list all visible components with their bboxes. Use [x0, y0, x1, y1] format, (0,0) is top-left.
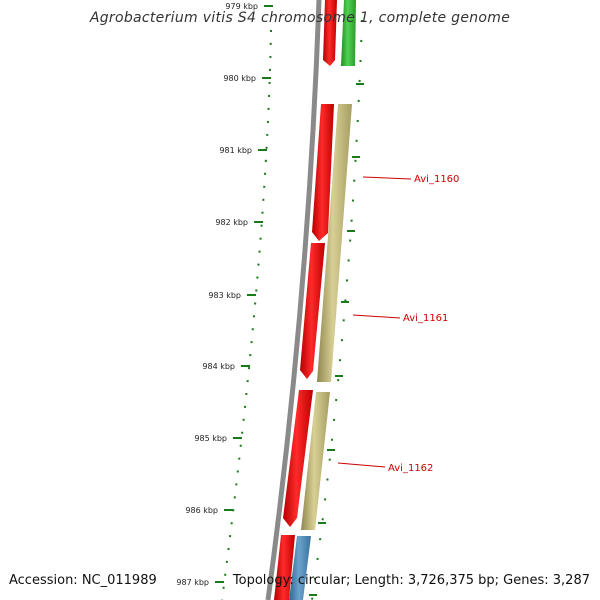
scale-tick-label: 981 kbp: [219, 146, 252, 155]
sequence-backbone: [265, 0, 322, 600]
gene-feature-blue: [289, 536, 311, 600]
label-leader: [352, 314, 401, 319]
scale-ticks: 979 kbp 980 kbp 981 kbp 982 kbp 983 kbp 984 k…: [176, 2, 273, 587]
cds-feature: [312, 104, 334, 241]
label-leader: [337, 462, 386, 468]
scale-tick-label: 980 kbp: [223, 74, 256, 83]
scale-tick-label: 983 kbp: [208, 291, 241, 300]
topology-text: Topology: circular; Length: 3,726,375 bp…: [232, 573, 590, 588]
outer-ticks: [309, 83, 364, 596]
scale-dots-inner: [221, 29, 272, 600]
scale-tick-label: 982 kbp: [215, 218, 248, 227]
accession-text: Accession: NC_011989: [9, 573, 157, 588]
label-leader: [362, 176, 412, 180]
gene-labels: Avi_1160 Avi_1161 Avi_1162: [337, 174, 459, 474]
scale-tick-label: 979 kbp: [225, 2, 258, 11]
scale-tick-label: 985 kbp: [194, 434, 227, 443]
gene-label-avi-1160[interactable]: Avi_1160: [414, 174, 459, 185]
gene-feature-khaki: [301, 392, 330, 530]
gene-feature-khaki: [317, 104, 352, 382]
gene-track: [289, 0, 356, 600]
scale-tick-label: 986 kbp: [185, 506, 218, 515]
cds-feature: [300, 243, 325, 379]
map-title: Agrobacterium vitis S4 chromosome 1, com…: [89, 10, 511, 26]
gene-label-avi-1162[interactable]: Avi_1162: [388, 463, 433, 474]
scale-tick-label: 984 kbp: [202, 362, 235, 371]
cds-track: [274, 0, 337, 600]
cds-feature: [274, 535, 295, 600]
scale-tick-label: 987 kbp: [176, 578, 209, 587]
cds-feature: [283, 390, 313, 527]
cds-feature: [323, 0, 337, 66]
gene-label-avi-1161[interactable]: Avi_1161: [403, 313, 448, 324]
gene-feature-green: [341, 0, 356, 66]
scale-dots-outer: [311, 19, 363, 600]
